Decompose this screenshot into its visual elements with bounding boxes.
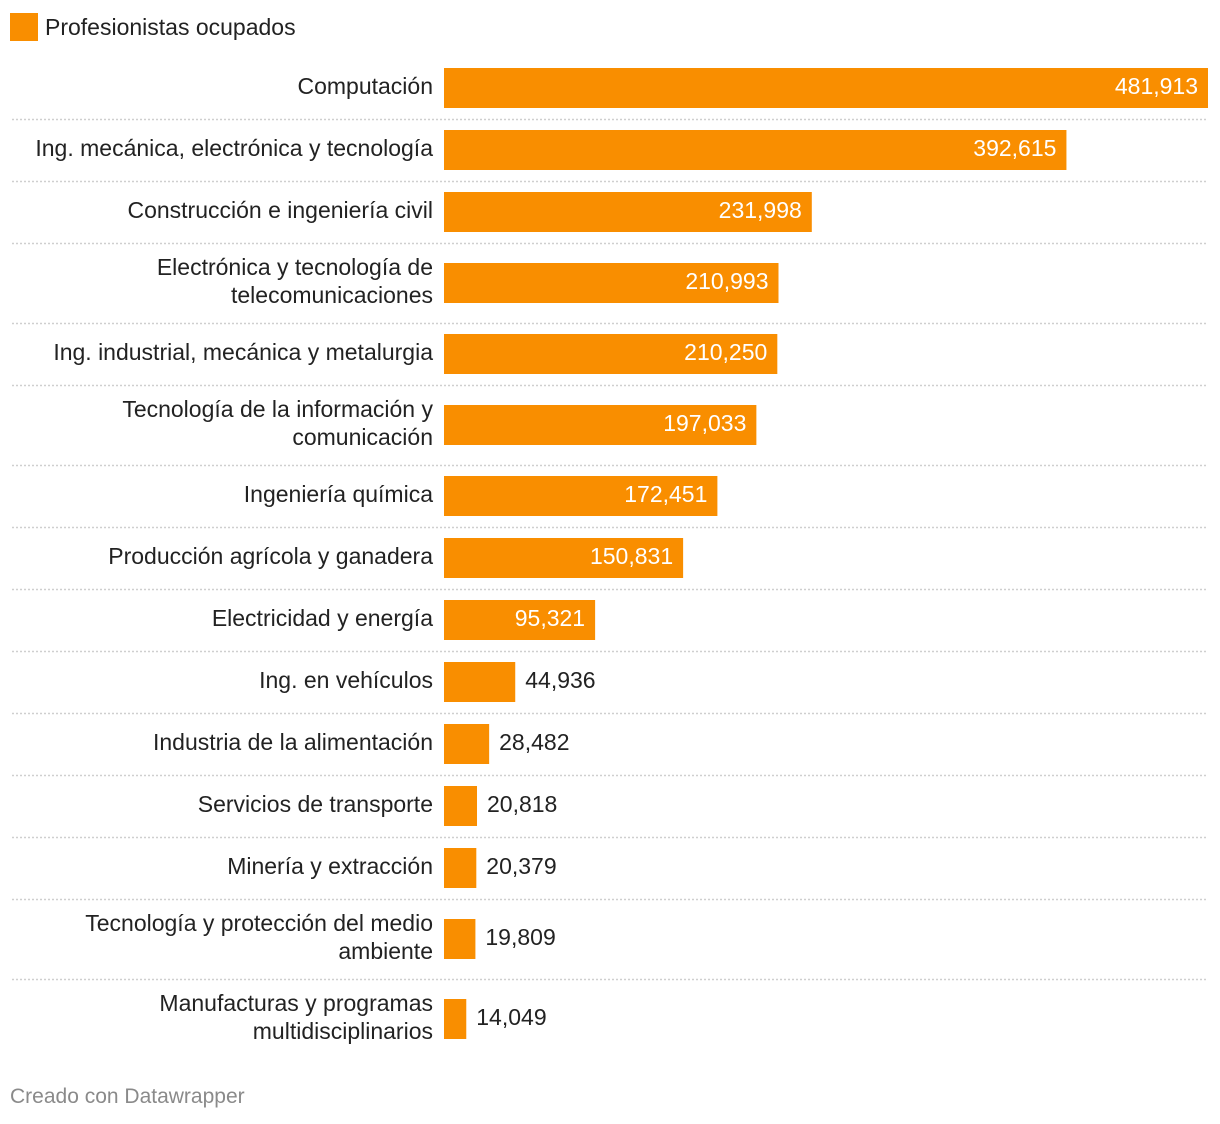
value-label: 210,993 — [685, 268, 768, 294]
category-label: Electrónica y tecnología de telecomunicac… — [157, 254, 433, 308]
category-label: Manufacturas y programas multidisciplinar… — [159, 990, 433, 1044]
value-label: 210,250 — [684, 339, 767, 365]
bar — [444, 68, 1208, 108]
value-label: 481,913 — [1115, 73, 1198, 99]
value-label: 20,818 — [487, 791, 557, 817]
value-label: 172,451 — [624, 481, 707, 507]
value-label: 197,033 — [663, 410, 746, 436]
legend-swatch — [10, 13, 38, 41]
footer-credit: Creado con Datawrapper — [10, 1085, 245, 1108]
category-label: Computación — [297, 73, 433, 99]
bar-row: Computación 481,913 — [12, 68, 1208, 121]
bar — [444, 263, 779, 303]
bar — [444, 786, 478, 826]
bar-row: Ingeniería química 172,451 — [12, 476, 1208, 529]
bar — [444, 334, 778, 374]
chart-legend: Profesionistas ocupados — [10, 12, 296, 42]
category-label: Tecnología y protección del medio ambient… — [85, 910, 433, 964]
value-label: 150,831 — [590, 543, 673, 569]
category-label: Construcción e ingeniería civil — [127, 197, 433, 223]
bar-row: Servicios de transporte 20,818 — [12, 786, 1208, 839]
category-label: Ing. mecánica, electrónica y tecnología — [35, 135, 433, 161]
bar-row: Manufacturas y programas multidisciplinar… — [159, 990, 546, 1044]
category-label: Tecnología de la información y comunicaci… — [122, 396, 433, 450]
bar-row: Ing. en vehículos 44,936 — [12, 662, 1208, 715]
bar — [444, 919, 476, 959]
value-label: 28,482 — [499, 729, 569, 755]
bar-row: Electrónica y tecnología de telecomunicac… — [12, 254, 1208, 325]
bar-row: Tecnología de la información y comunicaci… — [12, 396, 1208, 467]
value-label: 44,936 — [525, 667, 595, 693]
value-label: 14,049 — [476, 1004, 546, 1030]
bar — [444, 662, 516, 702]
bar — [444, 130, 1067, 170]
category-label: Producción agrícola y ganadera — [108, 543, 433, 569]
value-label: 392,615 — [973, 135, 1056, 161]
bar-row: Construcción e ingeniería civil 231,998 — [12, 192, 1208, 245]
category-label: Ing. industrial, mecánica y metalurgia — [53, 339, 433, 365]
category-label: Ing. en vehículos — [259, 667, 433, 693]
bar-row: Ing. industrial, mecánica y metalurgia 21… — [12, 334, 1208, 387]
bar-row: Industria de la alimentación 28,482 — [12, 724, 1208, 777]
legend-label: Profesionistas ocupados — [45, 13, 296, 40]
bar — [444, 476, 718, 516]
bar — [444, 999, 467, 1039]
bar-row: Producción agrícola y ganadera 150,831 — [12, 538, 1208, 591]
bar-row: Tecnología y protección del medio ambient… — [12, 910, 1208, 981]
category-label: Electricidad y energía — [212, 605, 433, 631]
bar-row: Electricidad y energía 95,321 — [12, 600, 1208, 653]
bar — [444, 405, 757, 445]
category-label: Industria de la alimentación — [153, 729, 433, 755]
category-label: Minería y extracción — [227, 853, 433, 879]
bar — [444, 724, 490, 764]
value-label: 95,321 — [515, 605, 585, 631]
bar — [444, 600, 596, 640]
value-label: 231,998 — [719, 197, 802, 223]
value-label: 20,379 — [486, 853, 556, 879]
value-label: 19,809 — [485, 924, 555, 950]
category-label: Ingeniería química — [244, 481, 433, 507]
bar — [444, 192, 812, 232]
bar — [444, 848, 477, 888]
bar — [444, 538, 684, 578]
category-label: Servicios de transporte — [198, 791, 433, 817]
bar-row: Ing. mecánica, electrónica y tecnología 3… — [12, 130, 1208, 183]
bar-row: Minería y extracción 20,379 — [12, 848, 1208, 901]
